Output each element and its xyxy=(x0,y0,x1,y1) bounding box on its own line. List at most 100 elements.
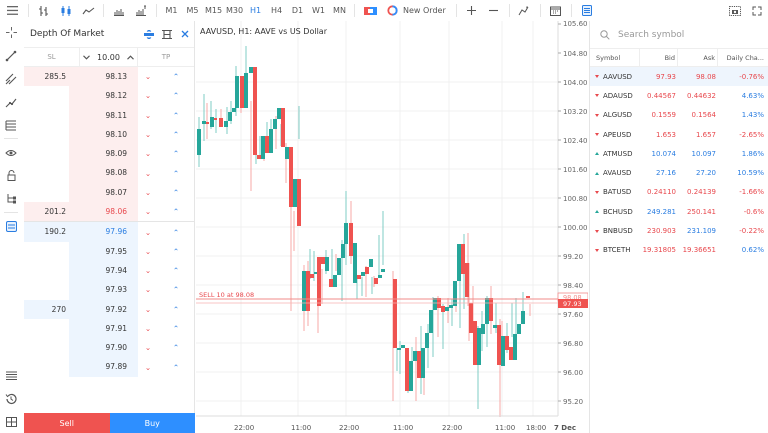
chevron-up-icon[interactable] xyxy=(127,54,134,60)
bid-price[interactable]: 97.91 xyxy=(69,318,138,339)
screenshot-button[interactable] xyxy=(724,0,746,21)
timeframe-m15[interactable]: M15 xyxy=(204,6,223,15)
fibonacci-tool[interactable] xyxy=(0,113,22,136)
watchlist-row[interactable]: AAVUSD 97.93 98.08 -0.76% xyxy=(590,67,768,87)
buy-chevron-icon[interactable]: ⌃ xyxy=(172,168,180,178)
bid-row[interactable]: 97.95 ⌄ ⌃ xyxy=(24,241,194,261)
buy-chevron-icon[interactable]: ⌃ xyxy=(172,110,180,120)
bar-chart-button[interactable] xyxy=(33,0,55,21)
sell-chevron-icon[interactable]: ⌄ xyxy=(144,168,152,178)
buy-chevron-icon[interactable]: ⌃ xyxy=(172,149,180,159)
watchlist-row[interactable]: AVAUSD 27.16 27.20 10.59% xyxy=(590,163,768,182)
sell-chevron-icon[interactable]: ⌄ xyxy=(144,285,152,295)
sell-chevron-icon[interactable]: ⌄ xyxy=(144,72,152,82)
search-input[interactable] xyxy=(618,29,748,40)
price-chart[interactable]: AAVUSD, H1: AAVE vs US Dollar xyxy=(196,21,588,433)
timeframe-m30[interactable]: M30 xyxy=(225,6,244,15)
buy-chevron-icon[interactable]: ⌃ xyxy=(172,343,180,353)
sell-chevron-icon[interactable]: ⌄ xyxy=(144,266,152,276)
timeframe-m5[interactable]: M5 xyxy=(186,6,199,15)
ask-row[interactable]: 98.10 ⌄ ⌃ xyxy=(24,124,194,145)
calculator-button[interactable] xyxy=(0,410,22,433)
timeframe-h1[interactable]: H1 xyxy=(249,6,262,15)
change-column-header[interactable]: Daily Cha... xyxy=(726,53,764,62)
bid-column-header[interactable]: Bid xyxy=(640,48,678,67)
timeframe-mn[interactable]: MN xyxy=(333,6,346,15)
watchlist-row[interactable]: BNBUSD 230.903 231.109 -0.22% xyxy=(590,221,768,240)
buy-chevron-icon[interactable]: ⌃ xyxy=(172,187,180,197)
buy-chevron-icon[interactable]: ⌃ xyxy=(172,130,180,140)
buy-button[interactable]: Buy xyxy=(109,413,195,433)
center-dom-button[interactable] xyxy=(140,25,158,43)
fullscreen-button[interactable] xyxy=(746,0,768,21)
trendline-tool[interactable] xyxy=(0,44,22,67)
volume-stepper[interactable]: 10.00 xyxy=(80,47,138,67)
sell-chevron-icon[interactable]: ⌄ xyxy=(144,130,152,140)
bid-row[interactable]: 97.90 ⌄ ⌃ xyxy=(24,338,194,358)
ask-price[interactable]: 98.13 xyxy=(69,67,138,87)
bid-price[interactable]: 97.93 xyxy=(69,280,138,300)
buy-chevron-icon[interactable]: ⌃ xyxy=(172,285,180,295)
sell-chevron-icon[interactable]: ⌄ xyxy=(144,304,152,314)
sell-chevron-icon[interactable]: ⌄ xyxy=(144,149,152,159)
ask-column-header[interactable]: Ask xyxy=(678,48,718,67)
ask-price[interactable]: 98.09 xyxy=(69,144,138,164)
watchlist-row[interactable]: ALGUSD 0.1559 0.1564 1.43% xyxy=(590,106,768,125)
ask-price[interactable]: 98.10 xyxy=(69,124,138,145)
menu-button[interactable] xyxy=(0,0,24,21)
sell-chevron-icon[interactable]: ⌄ xyxy=(144,207,152,217)
candles-chart-button[interactable] xyxy=(55,0,77,21)
new-order-button[interactable]: New Order xyxy=(381,5,452,16)
ask-row[interactable]: 98.07 ⌄ ⌃ xyxy=(24,182,194,203)
bid-row[interactable]: 97.94 ⌄ ⌃ xyxy=(24,260,194,281)
zoom-out-button[interactable] xyxy=(483,0,505,21)
watchlist-row[interactable]: BCHUSD 249.281 250.141 -0.6% xyxy=(590,202,768,221)
chevron-down-icon[interactable] xyxy=(83,54,90,60)
zoom-in-button[interactable] xyxy=(461,0,483,21)
ask-price[interactable]: 98.07 xyxy=(69,182,138,203)
buy-chevron-icon[interactable]: ⌃ xyxy=(172,362,180,372)
watchlist-row[interactable]: BATUSD 0.24110 0.24139 -1.66% xyxy=(590,183,768,202)
one-click-trading-button[interactable] xyxy=(359,0,381,21)
depth-of-market-button[interactable] xyxy=(576,0,598,21)
sell-chevron-icon[interactable]: ⌄ xyxy=(144,110,152,120)
crosshair-tool[interactable] xyxy=(0,21,22,44)
timeframe-d1[interactable]: D1 xyxy=(291,6,304,15)
ask-row[interactable]: 98.11 ⌄ ⌃ xyxy=(24,105,194,125)
indicators-button[interactable]: f xyxy=(514,0,536,21)
sell-chevron-icon[interactable]: ⌄ xyxy=(144,91,152,101)
buy-chevron-icon[interactable]: ⌃ xyxy=(172,72,180,82)
bid-row-best[interactable]: 190.2 97.96 ⌄ ⌃ xyxy=(24,222,194,242)
object-tree-tool[interactable] xyxy=(0,187,22,210)
candlestick-chart[interactable]: SELL 10 at 98.08 105.60 104.80 104.00 10… xyxy=(196,21,588,433)
buy-chevron-icon[interactable]: ⌃ xyxy=(172,91,180,101)
bid-row[interactable]: 97.91 ⌄ ⌃ xyxy=(24,318,194,339)
symbol-column-header[interactable]: Symbol xyxy=(590,48,640,67)
bid-price[interactable]: 97.92 xyxy=(69,299,138,319)
best-ask-price[interactable]: 98.06 xyxy=(69,202,138,222)
ask-row[interactable]: 98.08 ⌄ ⌃ xyxy=(24,163,194,183)
bid-row[interactable]: 270 97.92 ⌄ ⌃ xyxy=(24,299,194,319)
ask-row[interactable]: 98.09 ⌄ ⌃ xyxy=(24,144,194,164)
buy-chevron-icon[interactable]: ⌃ xyxy=(172,324,180,333)
watchlist-row[interactable]: APEUSD 1.653 1.657 -2.65% xyxy=(590,125,768,144)
sell-chevron-icon[interactable]: ⌄ xyxy=(144,227,152,237)
bid-row[interactable]: 97.93 ⌄ ⌃ xyxy=(24,280,194,300)
bid-price[interactable]: 97.94 xyxy=(69,260,138,281)
expand-dom-button[interactable] xyxy=(158,25,176,43)
timeframe-w1[interactable]: W1 xyxy=(312,6,325,15)
channel-tool[interactable] xyxy=(0,67,22,90)
price-axis[interactable]: 105.60 104.80 104.00 103.20 102.40 101.6… xyxy=(558,21,588,406)
bid-row[interactable]: 97.89 ⌄ ⌃ xyxy=(24,357,194,377)
bid-price[interactable]: 97.89 xyxy=(69,357,138,377)
visibility-tool[interactable] xyxy=(0,141,22,164)
sell-chevron-icon[interactable]: ⌄ xyxy=(144,187,152,197)
buy-chevron-icon[interactable]: ⌃ xyxy=(172,246,180,256)
buy-chevron-icon[interactable]: ⌃ xyxy=(172,266,180,276)
history-button[interactable] xyxy=(0,387,22,410)
ask-row[interactable]: 285.5 98.13 ⌄ ⌃ xyxy=(24,67,194,87)
ask-price[interactable]: 98.12 xyxy=(69,86,138,106)
best-bid-price[interactable]: 97.96 xyxy=(69,222,138,242)
buy-chevron-icon[interactable]: ⌃ xyxy=(172,304,180,314)
calendar-button[interactable] xyxy=(545,0,567,21)
